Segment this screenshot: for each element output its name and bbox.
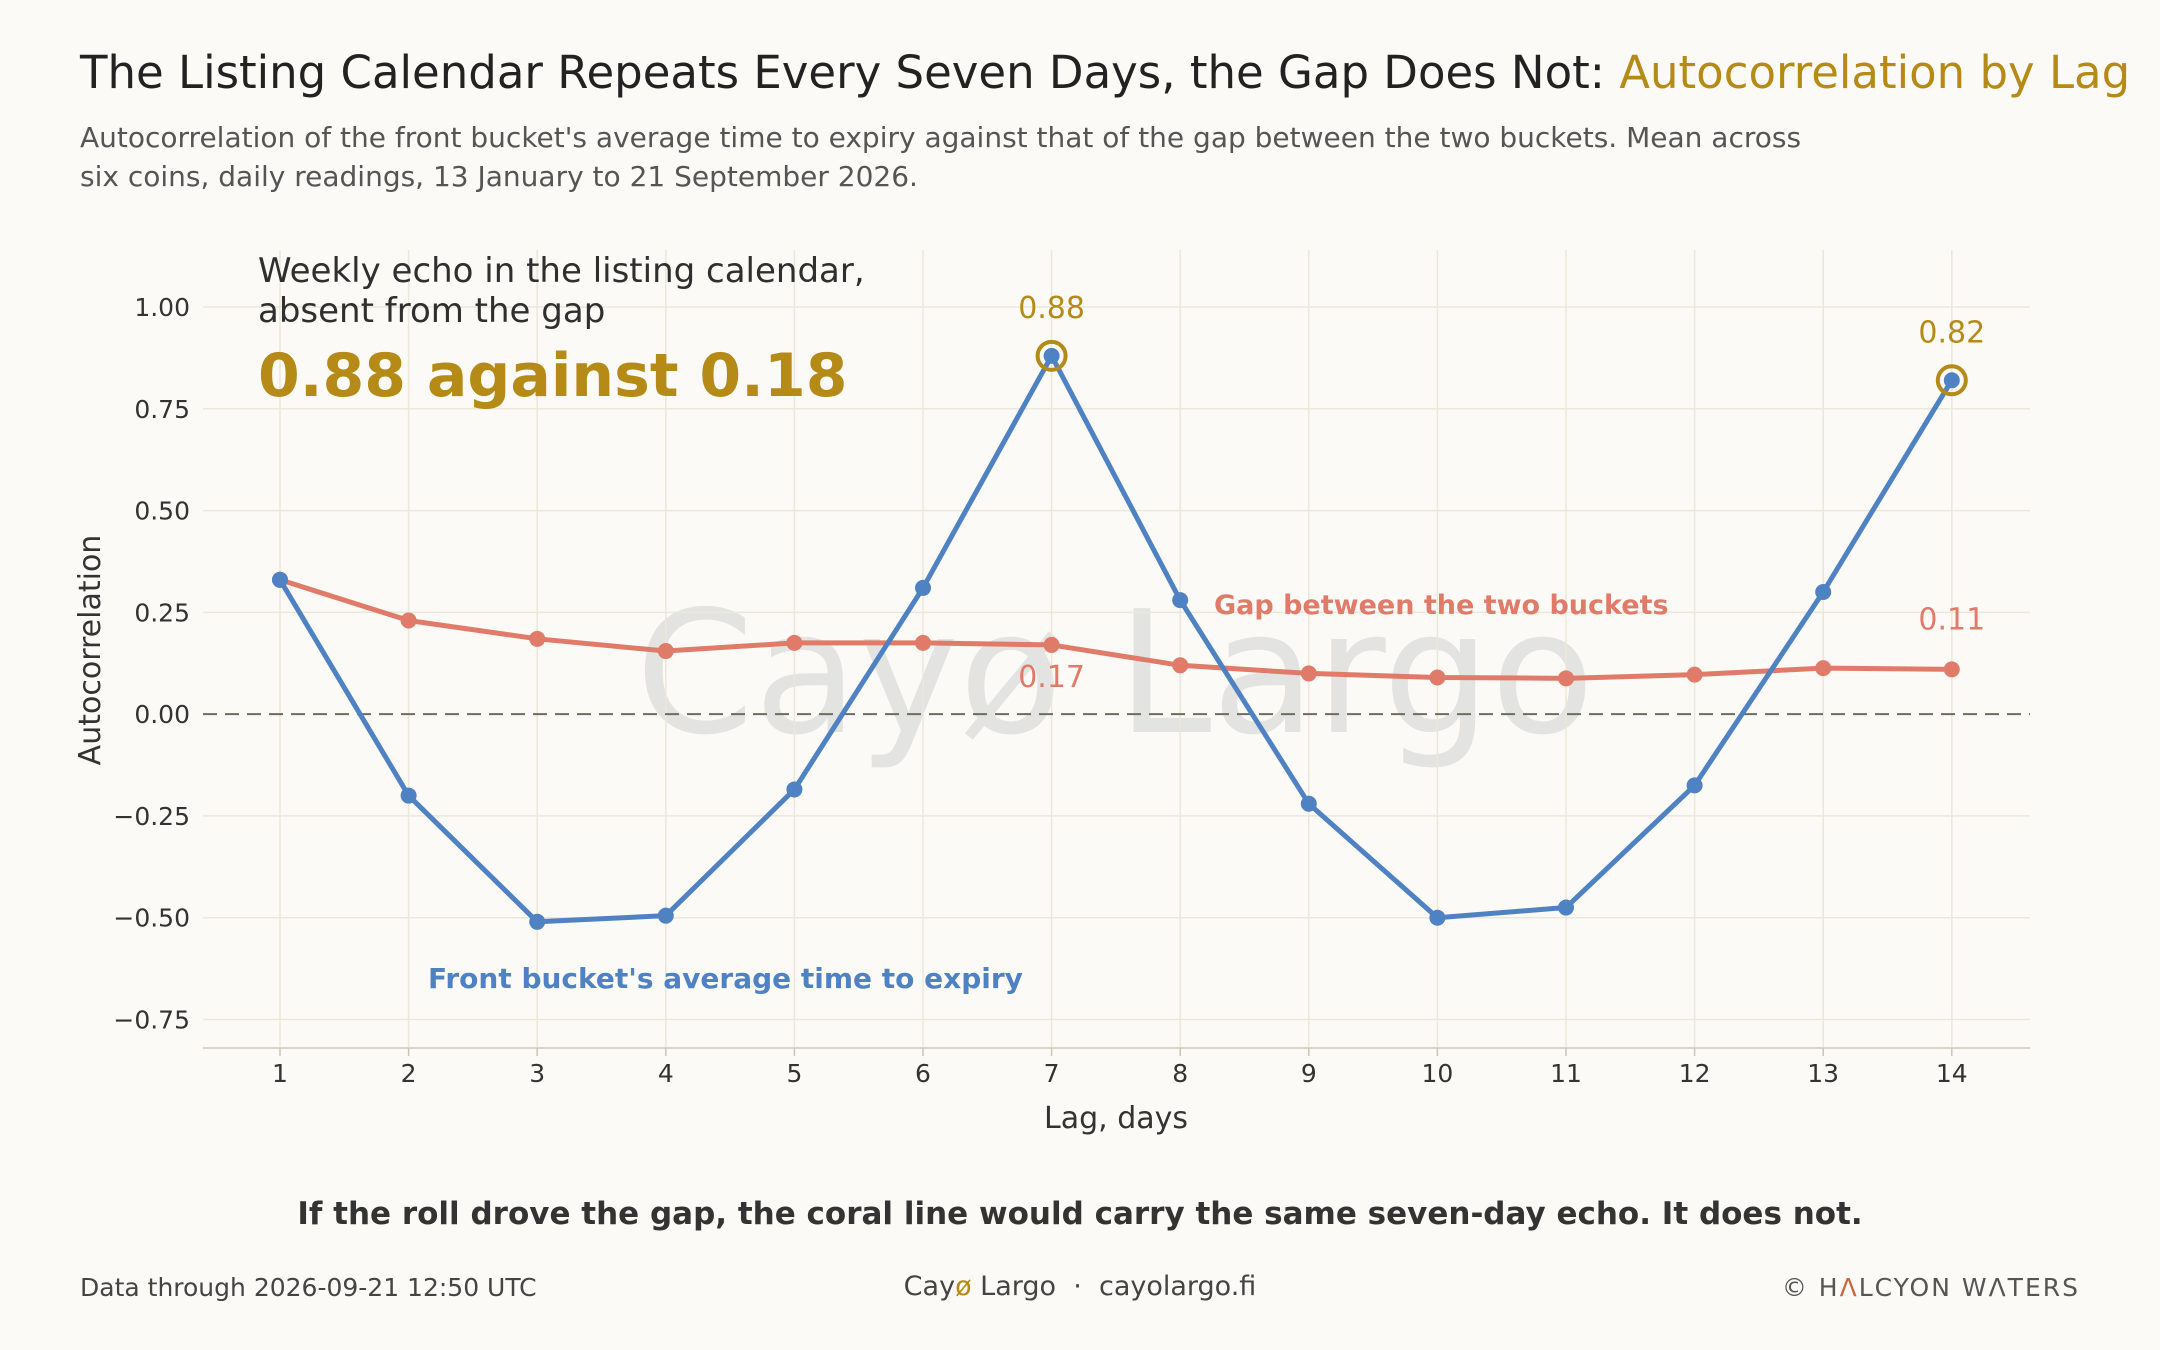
y-tick-label: 1.00 — [134, 293, 190, 322]
y-tick-label: −0.75 — [113, 1006, 190, 1035]
front-bucket-point — [786, 781, 803, 798]
copyright-logo: © HΛLCYON WΛTERS — [1782, 1273, 2080, 1302]
brand-separator: · — [1056, 1271, 1099, 1302]
x-tick-label: 4 — [658, 1059, 674, 1088]
x-tick-label: 8 — [1172, 1059, 1188, 1088]
gap-point — [1943, 661, 1960, 678]
x-tick-label: 5 — [786, 1059, 802, 1088]
callout-line-1: Weekly echo in the listing calendar, — [258, 251, 865, 291]
x-tick-label: 12 — [1679, 1059, 1711, 1088]
x-tick-label: 2 — [401, 1059, 417, 1088]
chart-title-accent: Autocorrelation by Lag — [1619, 46, 2131, 99]
takeaway-note: If the roll drove the gap, the coral lin… — [297, 1196, 1863, 1232]
x-tick-label: 1 — [272, 1059, 288, 1088]
y-tick-label: −0.25 — [113, 802, 190, 831]
y-tick-label: 0.75 — [134, 395, 190, 424]
brand-url: cayolargo.fi — [1098, 1271, 1257, 1302]
x-tick-label: 14 — [1936, 1059, 1968, 1088]
x-tick-label: 7 — [1044, 1059, 1060, 1088]
x-tick-label: 9 — [1301, 1059, 1317, 1088]
grid — [203, 250, 2030, 1048]
chart-title-main: The Listing Calendar Repeats Every Seven… — [80, 46, 1620, 99]
gap-point — [1815, 660, 1832, 677]
y-tick-label: −0.50 — [113, 904, 190, 933]
front-bucket-point — [1558, 899, 1574, 916]
gap-point — [1172, 657, 1189, 674]
axes: 1.000.750.500.250.00−0.25−0.50−0.751 2 3 4 5… — [73, 293, 2030, 1136]
y-axis-label: Autocorrelation — [73, 535, 108, 766]
brand-name-slash: ø — [955, 1271, 972, 1302]
front-bucket-point — [915, 579, 931, 596]
front-bucket-point — [1429, 909, 1446, 926]
x-tick-label: 6 — [915, 1059, 931, 1088]
y-tick-label: 0.50 — [134, 497, 190, 526]
front-bucket-series-label: Front bucket's average time to expiry — [428, 962, 1023, 995]
gap-point — [915, 634, 931, 651]
gap-value-label: 0.11 — [1918, 602, 1985, 637]
peak-highlight-ring — [1035, 339, 1068, 372]
brand-name-start: Cay — [903, 1271, 956, 1302]
gap-point — [657, 643, 674, 660]
y-tick-label: 0.25 — [134, 598, 190, 627]
x-axis-label: Lag, days — [1044, 1101, 1188, 1136]
gap-series-label: Gap between the two buckets — [1214, 590, 1669, 621]
copyright-start: © H — [1781, 1273, 1840, 1302]
gap-value-label: 0.17 — [1018, 660, 1085, 695]
copyright-rest: LCYON WΛTERS — [1858, 1273, 2080, 1302]
peak-value-label: 0.82 — [1918, 315, 1985, 350]
x-tick-label: 3 — [529, 1059, 545, 1088]
peak-highlight-ring — [1935, 364, 1968, 397]
x-tick-label: 10 — [1421, 1059, 1453, 1088]
front-bucket-point — [1686, 777, 1703, 794]
peak-value-label: 0.88 — [1018, 291, 1085, 326]
front-bucket-point — [1815, 584, 1832, 600]
front-bucket-point — [1172, 592, 1189, 609]
gap-point — [400, 612, 417, 629]
gap-line — [279, 577, 1952, 681]
front-bucket-point — [272, 571, 288, 588]
series-layer — [272, 347, 1960, 930]
front-bucket-point — [400, 787, 417, 804]
front-bucket-line — [277, 353, 1954, 925]
front-bucket-point — [1300, 795, 1317, 812]
gap-point — [786, 634, 803, 651]
gap-point — [1558, 670, 1574, 687]
chart-title: The Listing Calendar Repeats Every Seven… — [80, 46, 2130, 99]
x-tick-label: 11 — [1550, 1059, 1582, 1088]
chart-subtitle: Autocorrelation of the front bucket's av… — [80, 121, 1802, 193]
gap-point — [1429, 669, 1446, 686]
brand-footer: Cayø Largo · cayolargo.fi — [0, 1271, 2160, 1302]
callout-line-2: absent from the gap — [258, 291, 605, 331]
autocorrelation-chart: Cayø Largo 1.000.750.500.250.00−0.25−0.5… — [73, 250, 2030, 1136]
front-bucket-point — [1943, 372, 1960, 389]
copyright-accent: Λ — [1839, 1273, 1859, 1302]
front-bucket-point — [529, 913, 546, 930]
front-bucket-point — [1043, 347, 1060, 364]
gap-point — [1300, 665, 1317, 682]
brand-name-rest: Largo — [971, 1271, 1057, 1302]
gap-point — [529, 630, 546, 647]
label-layer: 0.88 0.82 0.17 0.11 Front bucket's average t… — [428, 291, 1985, 995]
y-tick-label: 0.00 — [134, 700, 190, 729]
front-bucket-point — [657, 907, 674, 924]
data-through-note: Data through 2026-09-21 12:50 UTC — [80, 1273, 537, 1302]
gap-point — [1043, 636, 1060, 653]
x-tick-label: 13 — [1807, 1059, 1839, 1088]
callout-figure: 0.88 against 0.18 — [258, 341, 847, 411]
gap-point — [1686, 666, 1703, 683]
